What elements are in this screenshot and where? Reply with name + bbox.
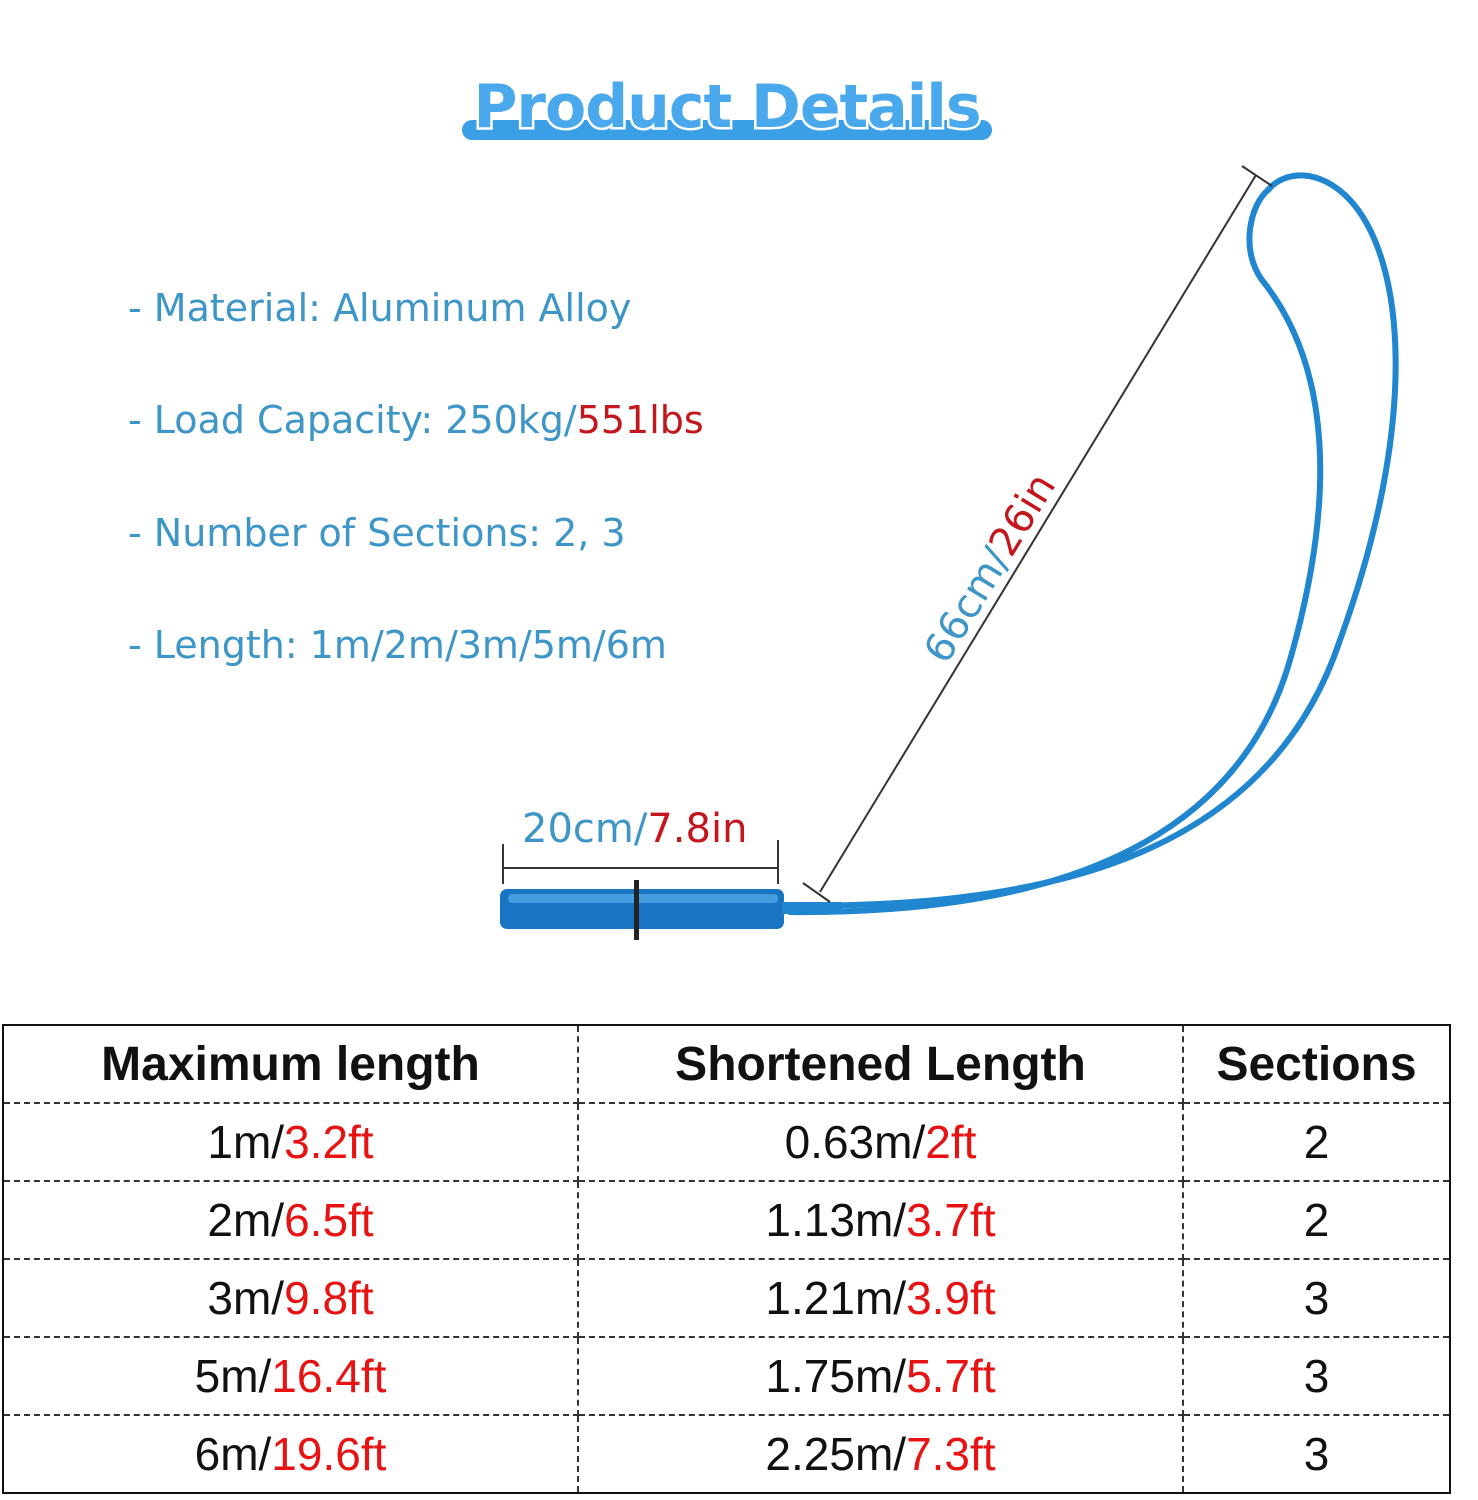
page-title: Product Details — [471, 70, 984, 145]
spec-label: Length: — [153, 623, 310, 667]
max-metric: 6m/ — [194, 1428, 272, 1480]
loop-dim-metric: 66cm/ — [915, 540, 1020, 671]
cell-short-length: 1.13m/3.7ft — [577, 1181, 1184, 1260]
page-title-banner: Product Details — [462, 68, 992, 148]
short-metric: 1.75m/ — [765, 1350, 907, 1402]
cell-sections: 3 — [1182, 1415, 1450, 1493]
wire-loop-outer — [787, 172, 1399, 909]
max-imperial: 6.5ft — [284, 1194, 374, 1246]
short-imperial: 5.7ft — [906, 1350, 996, 1402]
handle-dim-imperial: 7.8in — [647, 806, 747, 852]
size-table: Maximum length Shortened Length Sections… — [2, 1024, 1451, 1494]
loop-dim-tick-bottom — [802, 882, 831, 903]
cell-short-length: 1.21m/3.9ft — [577, 1259, 1184, 1338]
table-row: 2m/6.5ft 1.13m/3.7ft 2 — [3, 1181, 1450, 1260]
loop-dim-line — [819, 174, 1257, 893]
spec-value: 1m/2m/3m/5m/6m — [309, 623, 667, 667]
table-row: 3m/9.8ft 1.21m/3.9ft 3 — [3, 1259, 1450, 1338]
short-metric: 0.63m/ — [784, 1116, 926, 1168]
spec-sections: - Number of Sections: 2, 3 — [128, 511, 626, 555]
cell-sections: 2 — [1182, 1103, 1450, 1182]
table-row: 1m/3.2ft 0.63m/2ft 2 — [3, 1103, 1450, 1182]
loop-dim-label: 66cm/26in — [915, 466, 1065, 672]
short-imperial: 3.9ft — [906, 1272, 996, 1324]
product-illustration: 20cm/7.8in 66cm/26in — [500, 165, 1399, 940]
table-row: 6m/19.6ft 2.25m/7.3ft 3 — [3, 1415, 1450, 1493]
spec-label: Load Capacity: — [153, 398, 446, 442]
spec-bullet: - — [128, 398, 154, 442]
spec-bullet: - — [128, 286, 154, 330]
header-shortened-length: Shortened Length — [577, 1025, 1184, 1104]
spec-bullet: - — [128, 511, 154, 555]
spec-label: Material: — [153, 286, 334, 330]
short-metric: 2.25m/ — [765, 1428, 907, 1480]
spec-value: 250kg/ — [445, 398, 577, 442]
cell-sections: 2 — [1182, 1181, 1450, 1260]
handle-dim-label: 20cm/7.8in — [522, 806, 747, 852]
cell-sections: 3 — [1182, 1337, 1450, 1416]
max-metric: 5m/ — [194, 1350, 272, 1402]
max-metric: 3m/ — [207, 1272, 285, 1324]
cell-max-length: 6m/19.6ft — [3, 1415, 579, 1493]
max-metric: 2m/ — [207, 1194, 285, 1246]
handle-highlight — [508, 894, 778, 903]
cell-max-length: 2m/6.5ft — [3, 1181, 579, 1260]
wire-shaft — [782, 902, 842, 914]
cell-max-length: 3m/9.8ft — [3, 1259, 579, 1338]
max-imperial: 3.2ft — [284, 1116, 374, 1168]
cell-max-length: 5m/16.4ft — [3, 1337, 579, 1416]
spec-material: - Material: Aluminum Alloy — [128, 286, 631, 330]
spec-bullet: - — [128, 623, 154, 667]
header-maximum-length: Maximum length — [3, 1025, 579, 1104]
handle-dim-metric: 20cm/ — [522, 806, 648, 852]
spec-label: Number of Sections: — [153, 511, 554, 555]
table-header-row: Maximum length Shortened Length Sections — [3, 1025, 1450, 1104]
header-sections: Sections — [1182, 1025, 1450, 1104]
spec-length: - Length: 1m/2m/3m/5m/6m — [128, 623, 667, 667]
max-metric: 1m/ — [207, 1116, 285, 1168]
handle-pin — [634, 880, 639, 940]
wire-loop-inner — [787, 187, 1324, 916]
cell-short-length: 0.63m/2ft — [577, 1103, 1184, 1182]
short-metric: 1.13m/ — [765, 1194, 907, 1246]
max-imperial: 9.8ft — [284, 1272, 374, 1324]
short-imperial: 7.3ft — [906, 1428, 996, 1480]
loop-dim-tick-top — [1241, 165, 1273, 187]
cell-short-length: 2.25m/7.3ft — [577, 1415, 1184, 1493]
spec-value-imperial: 551lbs — [576, 398, 704, 442]
max-imperial: 16.4ft — [271, 1350, 387, 1402]
short-imperial: 3.7ft — [906, 1194, 996, 1246]
cell-max-length: 1m/3.2ft — [3, 1103, 579, 1182]
short-metric: 1.21m/ — [765, 1272, 907, 1324]
short-imperial: 2ft — [925, 1116, 977, 1168]
spec-load-capacity: - Load Capacity: 250kg/551lbs — [128, 398, 704, 442]
max-imperial: 19.6ft — [271, 1428, 387, 1480]
spec-value: 2, 3 — [553, 511, 626, 555]
cell-short-length: 1.75m/5.7ft — [577, 1337, 1184, 1416]
title-underline — [462, 120, 992, 140]
spec-value: Aluminum Alloy — [333, 286, 632, 330]
cell-sections: 3 — [1182, 1259, 1450, 1338]
table-row: 5m/16.4ft 1.75m/5.7ft 3 — [3, 1337, 1450, 1416]
